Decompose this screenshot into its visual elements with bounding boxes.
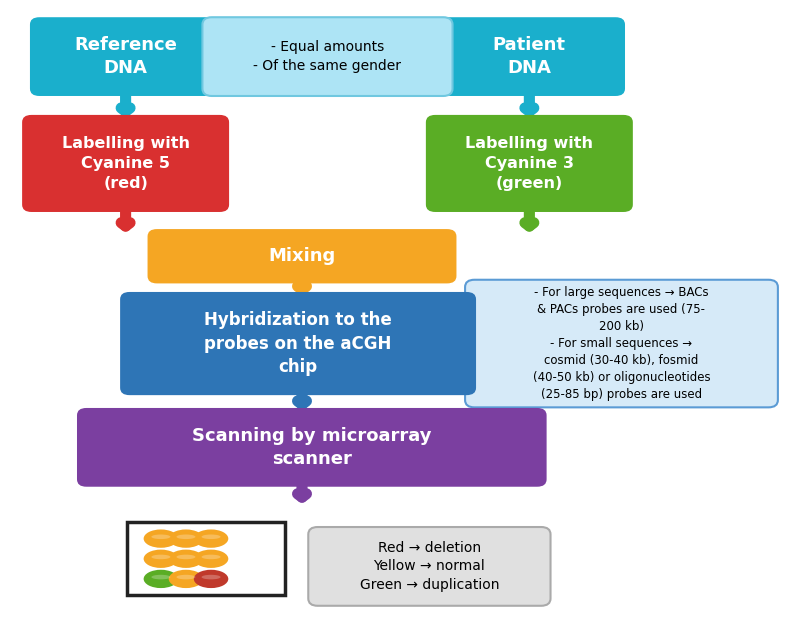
Text: Hybridization to the
probes on the aCGH
chip: Hybridization to the probes on the aCGH … (204, 311, 392, 376)
Ellipse shape (177, 535, 195, 539)
Text: - Equal amounts
- Of the same gender: - Equal amounts - Of the same gender (254, 40, 402, 73)
FancyBboxPatch shape (434, 17, 625, 96)
Ellipse shape (151, 575, 170, 579)
Text: Labelling with
Cyanine 5
(red): Labelling with Cyanine 5 (red) (62, 136, 190, 191)
Ellipse shape (177, 575, 195, 579)
Text: Red → deletion
Yellow → normal
Green → duplication: Red → deletion Yellow → normal Green → d… (360, 541, 499, 592)
Ellipse shape (194, 530, 228, 548)
FancyBboxPatch shape (308, 527, 550, 606)
Ellipse shape (194, 570, 228, 588)
Text: Patient
DNA: Patient DNA (493, 36, 566, 77)
FancyBboxPatch shape (30, 17, 222, 96)
FancyBboxPatch shape (202, 17, 453, 96)
Ellipse shape (169, 530, 203, 548)
Text: Labelling with
Cyanine 3
(green): Labelling with Cyanine 3 (green) (466, 136, 594, 191)
Text: Scanning by microarray
scanner: Scanning by microarray scanner (192, 427, 431, 468)
FancyBboxPatch shape (465, 280, 778, 407)
Ellipse shape (144, 549, 178, 568)
Ellipse shape (202, 575, 221, 579)
FancyBboxPatch shape (22, 115, 229, 212)
Ellipse shape (151, 535, 170, 539)
FancyBboxPatch shape (147, 229, 457, 283)
Ellipse shape (144, 530, 178, 548)
Ellipse shape (202, 535, 221, 539)
Ellipse shape (177, 554, 195, 559)
FancyBboxPatch shape (77, 408, 546, 487)
FancyBboxPatch shape (120, 292, 476, 395)
Ellipse shape (202, 554, 221, 559)
FancyBboxPatch shape (426, 115, 633, 212)
Ellipse shape (169, 570, 203, 588)
Ellipse shape (144, 570, 178, 588)
Ellipse shape (169, 549, 203, 568)
FancyBboxPatch shape (127, 521, 285, 596)
Ellipse shape (151, 554, 170, 559)
Text: Mixing: Mixing (268, 247, 336, 265)
Text: Reference
DNA: Reference DNA (74, 36, 177, 77)
Ellipse shape (194, 549, 228, 568)
Text: - For large sequences → BACs
& PACs probes are used (75-
200 kb)
- For small seq: - For large sequences → BACs & PACs prob… (533, 286, 710, 401)
